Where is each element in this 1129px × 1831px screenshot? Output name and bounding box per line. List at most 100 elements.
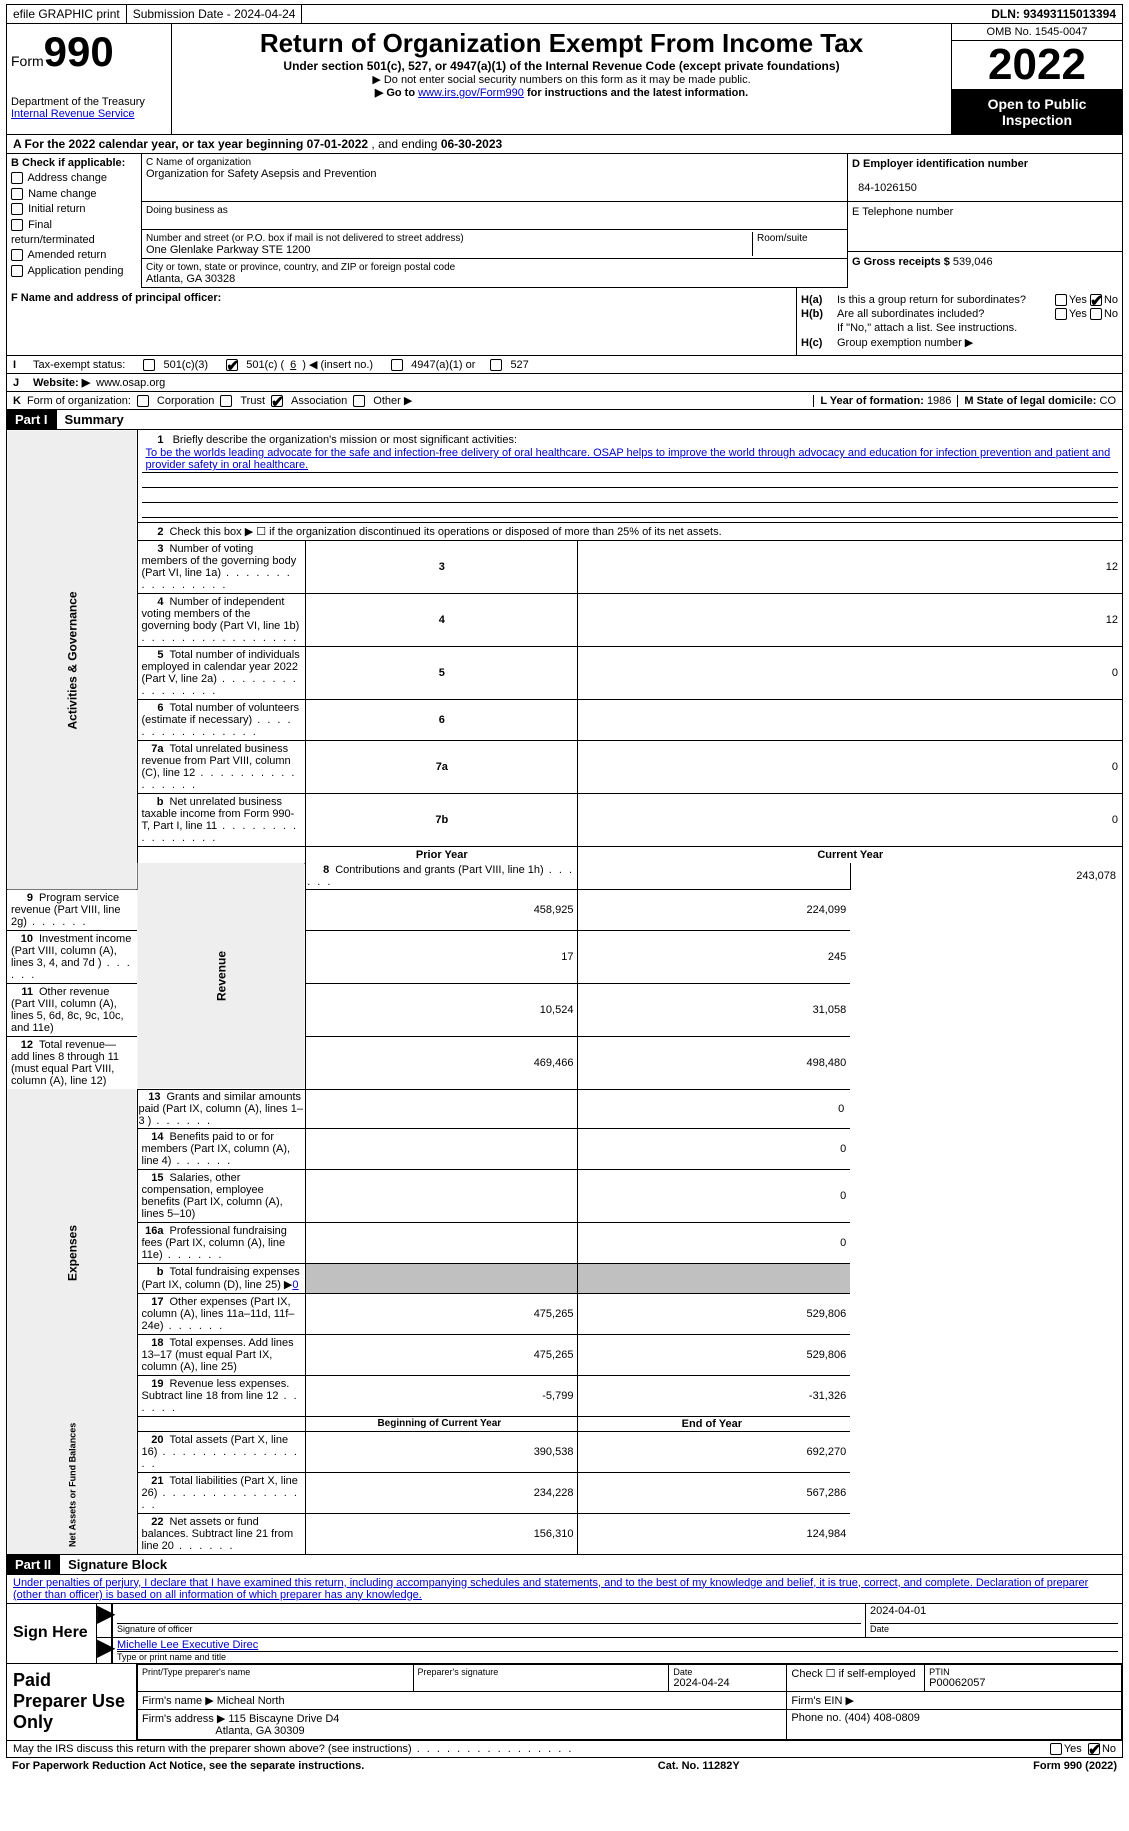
l5-val: 0 xyxy=(578,647,1123,700)
l14-p xyxy=(306,1128,578,1169)
address-change-label: Address change xyxy=(27,172,107,184)
line-2-text: Check this box ▶ ☐ if the organization d… xyxy=(170,526,722,538)
l3-box: 3 xyxy=(306,541,578,594)
l13-c: 0 xyxy=(578,1089,850,1128)
part-2-hdr: Part II xyxy=(7,1555,59,1574)
sig-arrow-1: ▶ xyxy=(97,1604,113,1637)
curr-year-hdr: Current Year xyxy=(578,847,1123,864)
trust-checkbox[interactable] xyxy=(220,395,232,407)
l9-c: 224,099 xyxy=(578,890,850,931)
row-k-label: K xyxy=(13,395,21,407)
501c3-checkbox[interactable] xyxy=(143,359,155,371)
l7b-val: 0 xyxy=(578,794,1123,847)
row-i-label: I xyxy=(13,359,27,371)
header-right: OMB No. 1545-0047 2022 Open to Public In… xyxy=(952,24,1122,134)
other-label: Other ▶ xyxy=(373,394,412,407)
app-pending-checkbox[interactable] xyxy=(11,265,23,277)
website-value: www.osap.org xyxy=(96,377,165,389)
name-change-checkbox[interactable] xyxy=(11,188,23,200)
city-cell: City or town, state or province, country… xyxy=(142,259,847,288)
org-name-value: Organization for Safety Asepsis and Prev… xyxy=(146,168,377,180)
l17-num: 17 xyxy=(142,1296,170,1308)
hb-note: If "No," attach a list. See instructions… xyxy=(801,322,1118,334)
open-inspection: Open to Public Inspection xyxy=(952,90,1122,134)
l8-num: 8 xyxy=(307,864,335,876)
501c-post: ) ◀ (insert no.) xyxy=(302,358,373,371)
row-a-end: 06-30-2023 xyxy=(441,137,502,151)
hb-row: H(b) Are all subordinates included? Yes … xyxy=(801,308,1118,320)
ha-question: Is this a group return for subordinates? xyxy=(837,294,1055,306)
prep-sig-lbl: Preparer's signature xyxy=(418,1667,665,1677)
goto-prefix: ▶ Go to xyxy=(375,87,418,99)
l16b-num: b xyxy=(142,1266,170,1278)
form-title: Return of Organization Exempt From Incom… xyxy=(176,28,947,59)
l18-c: 529,806 xyxy=(578,1334,850,1375)
l4-val: 12 xyxy=(578,594,1123,647)
street-label: Number and street (or P.O. box if mail i… xyxy=(146,233,464,244)
l22-p: 156,310 xyxy=(306,1513,578,1554)
firm-phone-val: (404) 408-0809 xyxy=(845,1712,920,1724)
l16b-c xyxy=(578,1263,850,1293)
ag-section: Activities & Governance 1 Briefly descri… xyxy=(7,430,1123,523)
paid-preparer-row: Paid Preparer Use Only Print/Type prepar… xyxy=(7,1664,1122,1740)
amended-return-checkbox[interactable] xyxy=(11,249,23,261)
officer-sig-label: Signature of officer xyxy=(117,1623,861,1634)
sig-date-val: 2024-04-01 xyxy=(870,1605,1118,1623)
tax-year: 2022 xyxy=(952,41,1122,90)
l12-c: 498,480 xyxy=(578,1037,850,1090)
501c-num: 6 xyxy=(290,359,296,371)
l8-text: Contributions and grants (Part VIII, lin… xyxy=(307,864,574,888)
l19-p: -5,799 xyxy=(306,1375,578,1416)
mission-blank-2 xyxy=(142,488,1119,503)
discuss-yes-checkbox[interactable] xyxy=(1050,1743,1062,1755)
na-section: Net Assets or Fund Balances Beginning of… xyxy=(7,1416,1123,1431)
officer-name-val: Michelle Lee Executive Direc xyxy=(117,1639,1118,1651)
sig-date-field: 2024-04-01 Date xyxy=(865,1604,1122,1637)
final-return-checkbox[interactable] xyxy=(11,219,23,231)
prep-table: Print/Type preparer's name Preparer's si… xyxy=(137,1664,1122,1740)
submission-date: Submission Date - 2024-04-24 xyxy=(127,5,303,23)
l12-p: 469,466 xyxy=(306,1037,578,1090)
hc-label: H(c) xyxy=(801,337,837,349)
ha-yes-checkbox[interactable] xyxy=(1055,294,1067,306)
firm-phone-lbl: Phone no. xyxy=(791,1712,841,1724)
l19-c: -31,326 xyxy=(578,1375,850,1416)
l9-num: 9 xyxy=(11,892,39,904)
omb-number: OMB No. 1545-0047 xyxy=(952,24,1122,41)
form-year-footer: 2022 xyxy=(1089,1760,1113,1772)
section-f-label: F Name and address of principal officer: xyxy=(11,292,221,304)
4947-checkbox[interactable] xyxy=(391,359,403,371)
discuss-no: No xyxy=(1102,1743,1116,1755)
row-i-text: Tax-exempt status: xyxy=(33,359,125,371)
l18-num: 18 xyxy=(142,1337,170,1349)
ag-vlabel: Activities & Governance xyxy=(7,430,138,890)
l10-p: 17 xyxy=(306,931,578,984)
l21-num: 21 xyxy=(142,1475,170,1487)
final-return-label: Final return/terminated xyxy=(11,219,95,246)
assoc-checkbox[interactable] xyxy=(271,395,283,407)
l18-p: 475,265 xyxy=(306,1334,578,1375)
501c-checkbox[interactable] xyxy=(226,359,238,371)
address-change-checkbox[interactable] xyxy=(11,172,23,184)
hb-yes-checkbox[interactable] xyxy=(1055,308,1067,320)
exp-vlabel: Expenses xyxy=(7,1089,138,1416)
row-k-l-m: K Form of organization: Corporation Trus… xyxy=(6,392,1123,410)
sign-here-row: Sign Here ▶ Signature of officer 2024-04… xyxy=(7,1604,1122,1664)
527-checkbox[interactable] xyxy=(490,359,502,371)
corp-checkbox[interactable] xyxy=(137,395,149,407)
gross-label: G Gross receipts $ xyxy=(852,256,950,268)
other-checkbox[interactable] xyxy=(353,395,365,407)
l12-num: 12 xyxy=(11,1039,39,1051)
l17-p: 475,265 xyxy=(306,1293,578,1334)
l11-p: 10,524 xyxy=(306,984,578,1037)
sign-here-fields: ▶ Signature of officer 2024-04-01 Date ▶… xyxy=(97,1604,1122,1663)
hb-no-checkbox[interactable] xyxy=(1090,308,1102,320)
row-l-val: 1986 xyxy=(927,395,951,407)
row-j-text: Website: ▶ xyxy=(33,376,90,389)
irs-link[interactable]: www.irs.gov/Form990 xyxy=(418,87,524,99)
discuss-no-checkbox[interactable] xyxy=(1088,1743,1100,1755)
form-subtitle-2: ▶ Do not enter social security numbers o… xyxy=(176,73,947,86)
initial-return-checkbox[interactable] xyxy=(11,203,23,215)
part-2-header-row: Part II Signature Block xyxy=(6,1555,1123,1575)
ha-no-checkbox[interactable] xyxy=(1090,294,1102,306)
